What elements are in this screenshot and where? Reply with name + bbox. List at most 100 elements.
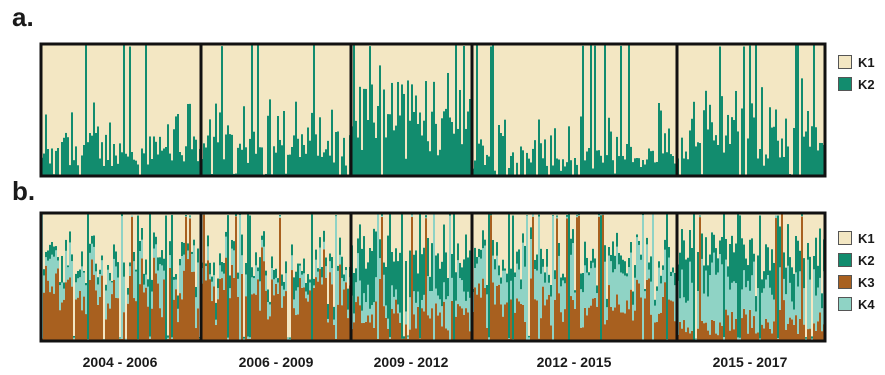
bar-segment-k1: [137, 44, 140, 165]
bar-segment-k4: [383, 274, 386, 307]
bar-segment-k4: [327, 318, 330, 323]
bar-segment-k1: [455, 213, 458, 273]
bar-segment-k1: [105, 44, 108, 135]
bar-segment-k3: [725, 309, 728, 341]
bar-segment-k1: [480, 213, 483, 250]
bar-segment-k4: [566, 216, 569, 219]
bar-segment-k1: [407, 44, 410, 81]
bar-segment-k1: [171, 44, 174, 161]
bar-segment-k1: [325, 213, 328, 258]
bar-segment-k2: [773, 262, 776, 300]
bar-segment-k2: [634, 265, 637, 278]
bar-segment-k4: [544, 282, 547, 306]
bar-segment-k2: [295, 101, 298, 176]
bar-segment-k1: [401, 44, 404, 85]
bar-segment-k4: [771, 294, 774, 334]
period-label: 2004 - 2006: [82, 354, 158, 370]
bar-segment-k2: [193, 136, 196, 176]
bar-segment-k4: [67, 267, 70, 280]
period-label: 2015 - 2017: [712, 354, 788, 370]
bar-segment-k2: [602, 162, 605, 176]
bar-segment-k2: [181, 242, 184, 257]
bar-segment-k4: [151, 291, 154, 309]
bar-segment-k2: [373, 122, 376, 176]
bar-segment-k2: [295, 271, 298, 291]
bar-segment-k1: [729, 213, 732, 244]
bar-segment-k1: [265, 44, 268, 174]
bar-segment-k4: [775, 215, 778, 219]
legend-label-k3: K3: [858, 274, 875, 290]
legend-swatch-k4: [838, 297, 852, 311]
bar-segment-k2: [753, 117, 756, 176]
bar-segment-k2: [421, 254, 424, 300]
bar-segment-k2: [594, 258, 597, 268]
bar-segment-k3: [715, 333, 718, 341]
bar-segment-k3: [518, 301, 521, 341]
bar-segment-k3: [303, 287, 306, 341]
bar-segment-k3: [235, 216, 238, 341]
bar-segment-k2: [151, 158, 154, 176]
bar-segment-k4: [630, 252, 633, 290]
bar-segment-k4: [205, 266, 208, 281]
bar-segment-k2: [269, 301, 272, 305]
bar-segment-k2: [737, 214, 740, 338]
bar-segment-k2: [672, 155, 675, 176]
bar-segment-k2: [123, 44, 126, 177]
bar-segment-k4: [761, 292, 764, 325]
bar-segment-k1: [662, 213, 665, 266]
bar-segment-k4: [385, 305, 388, 318]
bar-segment-k2: [311, 112, 314, 176]
bar-segment-k4: [767, 275, 770, 323]
bar-segment-k2: [608, 117, 611, 176]
bar-segment-k1: [741, 213, 744, 239]
bar-segment-k3: [435, 303, 438, 341]
bar-segment-k2: [461, 267, 464, 281]
bar-segment-k4: [725, 259, 728, 310]
bar-segment-k4: [109, 280, 112, 309]
bar-segment-k1: [506, 213, 509, 274]
bar-segment-k2: [421, 135, 424, 176]
bar-segment-k4: [409, 297, 412, 330]
bar-segment-k2: [562, 159, 565, 176]
bar-segment-k4: [135, 271, 138, 302]
bar-segment-k1: [47, 44, 50, 150]
bar-segment-k2: [445, 252, 448, 300]
bar-segment-k4: [799, 271, 802, 319]
bar-segment-k2: [337, 265, 340, 271]
bar-segment-k3: [365, 321, 368, 341]
bar-segment-k1: [803, 213, 806, 259]
bar-segment-k3: [709, 334, 712, 341]
bar-segment-k2: [283, 281, 286, 290]
bar-segment-k2: [544, 139, 547, 176]
bar-segment-k4: [540, 273, 543, 319]
bar-segment-k1: [496, 44, 499, 175]
bar-segment-k2: [57, 147, 60, 176]
bar-segment-k4: [723, 337, 726, 340]
bar-segment-k1: [504, 213, 507, 269]
bar-segment-k4: [387, 318, 390, 329]
bar-segment-k1: [775, 44, 778, 110]
bar-segment-k1: [153, 213, 156, 233]
bar-segment-k1: [81, 44, 84, 156]
bar-segment-k4: [71, 261, 74, 287]
bar-segment-k4: [510, 280, 513, 300]
bar-segment-k1: [817, 213, 820, 266]
bar-segment-k2: [189, 215, 192, 217]
bar-segment-k4: [149, 336, 152, 339]
bar-segment-k3: [490, 215, 493, 341]
bar-segment-k3: [564, 309, 567, 341]
bar-segment-k4: [77, 278, 80, 298]
bar-segment-k2: [325, 257, 328, 267]
bar-segment-k1: [793, 213, 796, 274]
bar-segment-k2: [387, 235, 390, 319]
bar-segment-k2: [662, 153, 665, 176]
bar-segment-k2: [357, 137, 360, 176]
bar-segment-k1: [85, 213, 88, 283]
bar-segment-k3: [89, 279, 92, 341]
bar-segment-k4: [699, 216, 702, 218]
bar-segment-k2: [415, 250, 418, 303]
bar-segment-k4: [474, 267, 477, 288]
bar-segment-k1: [321, 44, 324, 157]
bar-segment-k2: [512, 215, 515, 340]
